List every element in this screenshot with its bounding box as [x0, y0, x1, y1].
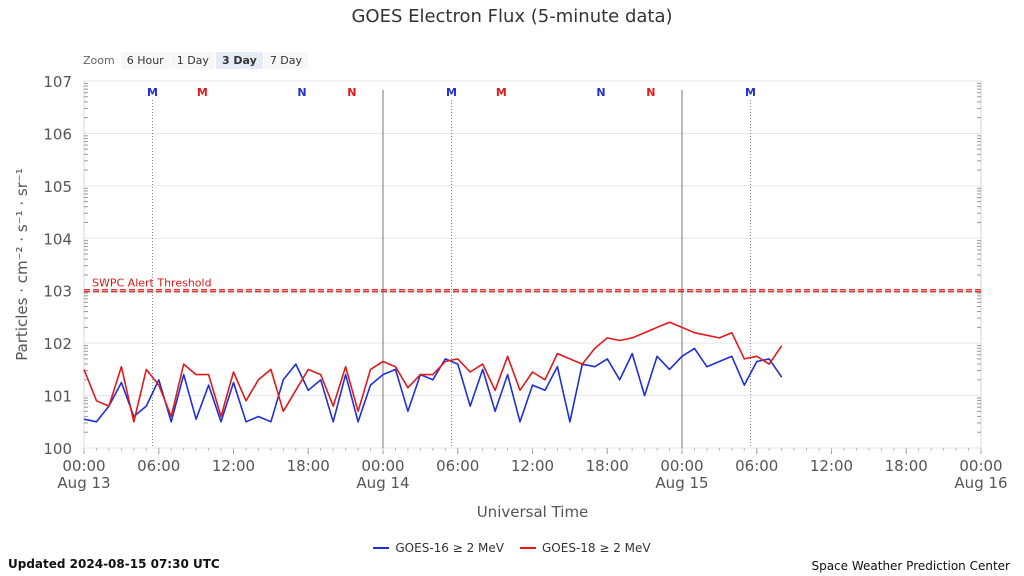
chart-legend: GOES-16 ≥ 2 MeV GOES-18 ≥ 2 MeV	[0, 541, 1024, 555]
credit-text: Space Weather Prediction Center	[811, 559, 1010, 573]
local-time-marker-label: N	[596, 86, 605, 99]
x-tick-time-label: 00:00	[62, 457, 105, 475]
zoom-6-hour-button[interactable]: 6 Hour	[120, 51, 170, 69]
y-tick-label: 102	[43, 335, 72, 353]
x-tick-time-label: 18:00	[287, 457, 330, 475]
local-time-marker-label: M	[745, 86, 756, 99]
x-tick-time-label: 00:00	[959, 457, 1002, 475]
legend-swatch-goes18	[520, 547, 536, 549]
x-tick-time-label: 12:00	[511, 457, 554, 475]
x-tick-time-label: 12:00	[810, 457, 853, 475]
legend-label-goes18: GOES-18 ≥ 2 MeV	[542, 541, 651, 555]
legend-label-goes16: GOES-16 ≥ 2 MeV	[395, 541, 504, 555]
legend-swatch-goes16	[373, 547, 390, 549]
series-line-goes18	[83, 321, 783, 423]
x-tick-date-label: Aug 13	[57, 474, 110, 492]
x-tick-time-label: 00:00	[361, 457, 404, 475]
local-time-marker-label: M	[147, 86, 158, 99]
y-tick-label: 105	[43, 178, 72, 196]
legend-item-goes18[interactable]: GOES-18 ≥ 2 MeV	[520, 541, 651, 555]
y-axis-title: Particles · cm⁻² · s⁻¹ · sr⁻¹	[13, 168, 31, 361]
zoom-controls: Zoom 6 Hour 1 Day 3 Day 7 Day	[83, 50, 309, 70]
local-time-marker-label: M	[496, 86, 507, 99]
local-time-marker-label: N	[297, 86, 306, 99]
local-time-marker-label: N	[347, 86, 356, 99]
x-tick-date-label: Aug 15	[655, 474, 708, 492]
alert-threshold: SWPC Alert Threshold	[84, 277, 981, 293]
local-time-marker-label: N	[646, 86, 655, 99]
x-tick-time-label: 00:00	[660, 457, 703, 475]
local-time-marker-label: M	[197, 86, 208, 99]
zoom-3-day-button[interactable]: 3 Day	[215, 51, 263, 69]
x-tick-time-label: 12:00	[212, 457, 255, 475]
legend-item-goes16[interactable]: GOES-16 ≥ 2 MeV	[373, 541, 504, 555]
x-tick-time-label: 18:00	[586, 457, 629, 475]
y-tick-label: 106	[43, 125, 72, 143]
x-axis-title: Universal Time	[477, 503, 589, 521]
zoom-label: Zoom	[83, 53, 115, 67]
plot-area	[83, 80, 982, 449]
zoom-7-day-button[interactable]: 7 Day	[263, 51, 309, 69]
x-tick-time-label: 18:00	[885, 457, 928, 475]
y-tick-label: 103	[43, 283, 72, 301]
y-tick-label: 101	[43, 388, 72, 406]
local-time-marker-label: M	[446, 86, 457, 99]
chart-grid	[83, 80, 982, 449]
zoom-1-day-button[interactable]: 1 Day	[170, 51, 215, 69]
threshold-label: SWPC Alert Threshold	[92, 277, 212, 290]
chart-title: GOES Electron Flux (5-minute data)	[351, 6, 673, 27]
series-line-goes16	[83, 347, 783, 423]
data-series	[83, 321, 783, 423]
x-tick-time-label: 06:00	[735, 457, 778, 475]
y-tick-label: 104	[43, 230, 72, 248]
updated-timestamp: Updated 2024-08-15 07:30 UTC	[8, 557, 220, 571]
y-axis: 100 101 102 103 104 105 106 107 Particles · cm⁻²…	[13, 73, 981, 458]
y-tick-label: 107	[43, 73, 72, 91]
x-tick-time-label: 06:00	[436, 457, 479, 475]
y-tick-label: 100	[43, 440, 72, 458]
x-tick-date-label: Aug 14	[356, 474, 409, 492]
x-tick-time-label: 06:00	[137, 457, 180, 475]
x-tick-date-label: Aug 16	[954, 474, 1007, 492]
